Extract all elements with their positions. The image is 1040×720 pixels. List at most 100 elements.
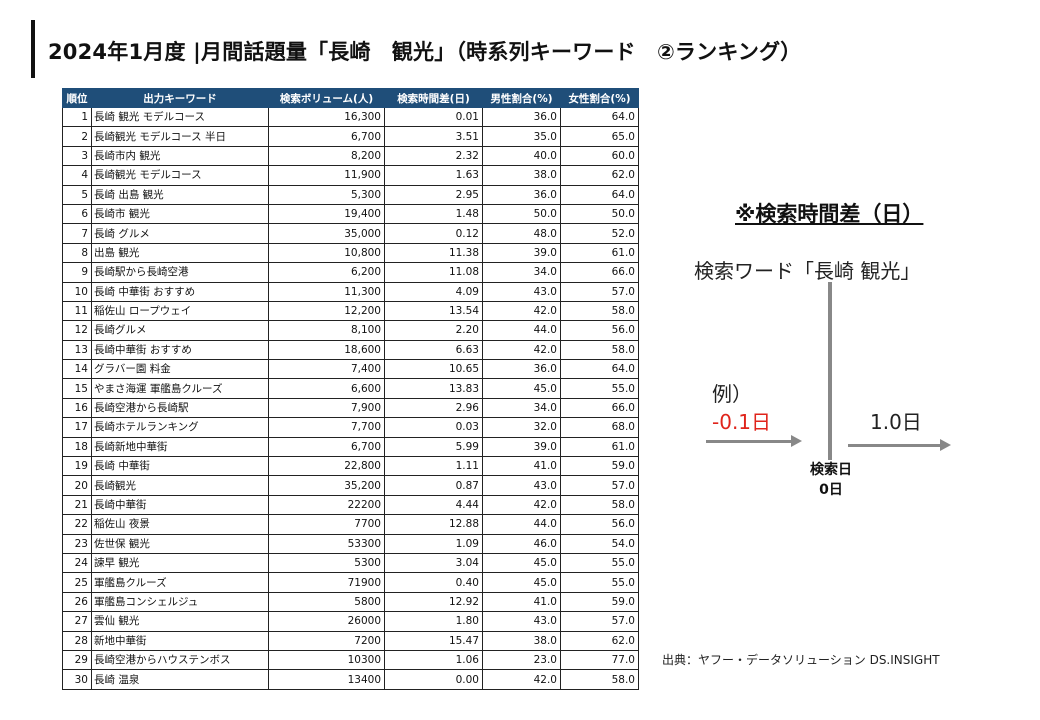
- search-volume-cell: 35,000: [268, 223, 385, 244]
- rank-cell: 15: [62, 378, 92, 399]
- table-row: 4 長崎観光 モデルコース 11,900 1.63 38.0 62.0: [62, 165, 639, 186]
- search-volume-cell: 26000: [268, 611, 385, 632]
- table-row: 7 長崎 グルメ 35,000 0.12 48.0 52.0: [62, 223, 639, 244]
- search-volume-cell: 35,200: [268, 475, 385, 496]
- table-header-row: 順位 出力キーワード 検索ボリューム(人) 検索時間差(日) 男性割合(%) 女…: [62, 88, 639, 108]
- search-volume-cell: 7200: [268, 630, 385, 651]
- rank-cell: 29: [62, 649, 92, 671]
- source-citation: 出典：ヤフー・データソリューション DS.INSIGHT: [662, 653, 940, 667]
- male-ratio-cell: 45.0: [482, 572, 561, 593]
- search-day-title: 検索日: [810, 462, 852, 478]
- page-title: 2024年1月度 |月間話題量「長崎 観光」（時系列キーワード ②ランキング）: [48, 40, 802, 64]
- time-diff-cell: 1.11: [384, 456, 483, 477]
- search-volume-cell: 7700: [268, 514, 385, 535]
- male-ratio-cell: 45.0: [482, 552, 561, 574]
- keyword-cell: 長崎空港からハウステンボス: [91, 649, 269, 671]
- rank-cell: 20: [62, 475, 92, 496]
- rank-cell: 19: [62, 456, 92, 477]
- table-row: 22 稲佐山 夜景 7700 12.88 44.0 56.0: [62, 514, 639, 535]
- search-volume-cell: 13400: [268, 669, 385, 690]
- female-ratio-cell: 58.0: [560, 300, 639, 322]
- rank-cell: 13: [62, 339, 92, 361]
- search-volume-cell: 71900: [268, 572, 385, 593]
- keyword-cell: 長崎市 観光: [91, 203, 269, 225]
- rank-cell: 23: [62, 533, 92, 554]
- table-row: 16 長崎空港から長崎駅 7,900 2.96 34.0 66.0: [62, 397, 639, 419]
- rank-cell: 22: [62, 514, 92, 535]
- search-volume-cell: 7,900: [268, 397, 385, 419]
- rank-cell: 18: [62, 436, 92, 458]
- female-ratio-cell: 55.0: [560, 572, 639, 593]
- table-row: 17 長崎ホテルランキング 7,700 0.03 32.0 68.0: [62, 417, 639, 438]
- keyword-cell: 稲佐山 夜景: [91, 514, 269, 535]
- table-row: 14 グラバー園 料金 7,400 10.65 36.0 64.0: [62, 359, 639, 380]
- negative-value-label: -0.1日: [712, 410, 772, 434]
- female-ratio-cell: 52.0: [560, 223, 639, 244]
- male-ratio-cell: 44.0: [482, 320, 561, 341]
- time-diff-cell: 6.63: [384, 339, 483, 361]
- time-diff-cell: 0.40: [384, 572, 483, 593]
- male-ratio-cell: 38.0: [482, 165, 561, 186]
- table-row: 28 新地中華街 7200 15.47 38.0 62.0: [62, 630, 639, 651]
- time-diff-cell: 1.80: [384, 611, 483, 632]
- time-diff-cell: 13.83: [384, 378, 483, 399]
- time-diff-cell: 11.08: [384, 262, 483, 283]
- male-ratio-cell: 39.0: [482, 242, 561, 264]
- rank-cell: 28: [62, 630, 92, 651]
- search-volume-cell: 6,600: [268, 378, 385, 399]
- female-ratio-cell: 64.0: [560, 359, 639, 380]
- search-volume-cell: 11,900: [268, 165, 385, 186]
- female-ratio-cell: 68.0: [560, 417, 639, 438]
- rank-cell: 2: [62, 126, 92, 147]
- table-row: 9 長崎駅から長崎空港 6,200 11.08 34.0 66.0: [62, 262, 639, 283]
- table-row: 5 長崎 出島 観光 5,300 2.95 36.0 64.0: [62, 184, 639, 205]
- table-row: 11 稲佐山 ロープウェイ 12,200 13.54 42.0 58.0: [62, 300, 639, 322]
- male-ratio-cell: 36.0: [482, 359, 561, 380]
- male-ratio-cell: 44.0: [482, 514, 561, 535]
- female-ratio-cell: 58.0: [560, 494, 639, 516]
- female-ratio-cell: 61.0: [560, 436, 639, 458]
- male-ratio-cell: 40.0: [482, 145, 561, 167]
- header-female-ratio: 女性割合(%): [560, 88, 639, 108]
- table-row: 6 長崎市 観光 19,400 1.48 50.0 50.0: [62, 203, 639, 225]
- female-ratio-cell: 55.0: [560, 552, 639, 574]
- search-day-line: [828, 282, 832, 460]
- keyword-cell: グラバー園 料金: [91, 359, 269, 380]
- female-ratio-cell: 59.0: [560, 591, 639, 613]
- time-diff-cell: 4.09: [384, 281, 483, 302]
- header-male-ratio: 男性割合(%): [482, 88, 561, 108]
- rank-cell: 27: [62, 611, 92, 632]
- time-diff-cell: 10.65: [384, 359, 483, 380]
- rank-cell: 16: [62, 397, 92, 419]
- time-diff-cell: 1.48: [384, 203, 483, 225]
- search-word-label: 検索ワード「長崎 観光」: [694, 259, 921, 283]
- male-ratio-cell: 41.0: [482, 456, 561, 477]
- time-diff-cell: 0.03: [384, 417, 483, 438]
- male-ratio-cell: 32.0: [482, 417, 561, 438]
- keyword-cell: 佐世保 観光: [91, 533, 269, 554]
- time-diff-cell: 1.09: [384, 533, 483, 554]
- right-arrow-icon: [848, 439, 951, 451]
- table-row: 23 佐世保 観光 53300 1.09 46.0 54.0: [62, 533, 639, 554]
- rank-cell: 6: [62, 203, 92, 225]
- header-rank: 順位: [62, 88, 92, 108]
- male-ratio-cell: 43.0: [482, 281, 561, 302]
- female-ratio-cell: 64.0: [560, 184, 639, 205]
- female-ratio-cell: 62.0: [560, 630, 639, 651]
- keyword-cell: 出島 観光: [91, 242, 269, 264]
- keyword-cell: 長崎 観光 モデルコース: [91, 106, 269, 128]
- female-ratio-cell: 59.0: [560, 456, 639, 477]
- time-diff-note-title: ※検索時間差（日）: [735, 202, 924, 226]
- female-ratio-cell: 50.0: [560, 203, 639, 225]
- female-ratio-cell: 55.0: [560, 378, 639, 399]
- male-ratio-cell: 48.0: [482, 223, 561, 244]
- male-ratio-cell: 42.0: [482, 300, 561, 322]
- keyword-cell: 新地中華街: [91, 630, 269, 651]
- keyword-cell: 長崎新地中華街: [91, 436, 269, 458]
- female-ratio-cell: 58.0: [560, 669, 639, 690]
- table-row: 30 長崎 温泉 13400 0.00 42.0 58.0: [62, 669, 639, 690]
- time-diff-cell: 2.20: [384, 320, 483, 341]
- search-volume-cell: 16,300: [268, 106, 385, 128]
- rank-cell: 8: [62, 242, 92, 264]
- search-day-value: 0日: [819, 482, 843, 498]
